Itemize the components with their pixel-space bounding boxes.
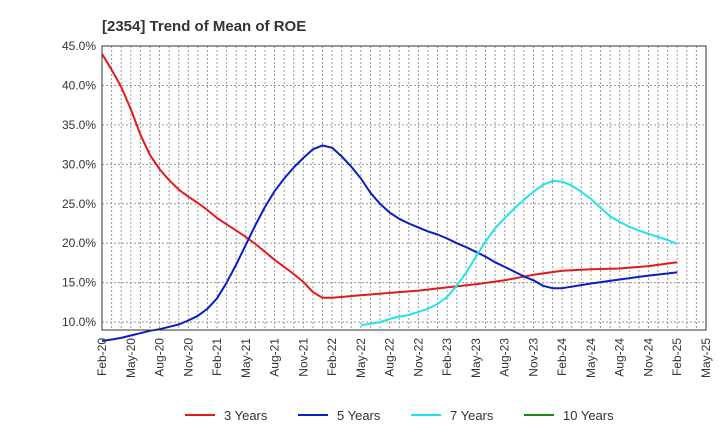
series-line-5-years bbox=[101, 144, 678, 342]
legend-label: 10 Years bbox=[563, 408, 614, 423]
x-tick-label: Feb-22 bbox=[325, 338, 339, 376]
x-tick-label: May-24 bbox=[584, 338, 598, 378]
x-tick-label: May-20 bbox=[124, 338, 138, 378]
series-lines bbox=[101, 53, 678, 342]
chart-title: [2354] Trend of Mean of ROE bbox=[102, 18, 306, 35]
x-tick-label: Feb-23 bbox=[440, 338, 454, 376]
y-tick-label: 30.0% bbox=[62, 157, 96, 171]
y-tick-label: 25.0% bbox=[62, 197, 96, 211]
x-tick-label: Feb-20 bbox=[95, 338, 109, 376]
x-tick-label: Aug-21 bbox=[268, 338, 282, 377]
y-tick-label: 10.0% bbox=[62, 315, 96, 329]
x-tick-label: Aug-22 bbox=[383, 338, 397, 377]
legend-label: 7 Years bbox=[450, 408, 494, 423]
x-tick-label: Aug-23 bbox=[498, 338, 512, 377]
x-tick-label: Nov-20 bbox=[181, 338, 195, 377]
x-tick-label: Nov-21 bbox=[296, 338, 310, 377]
x-tick-label: Feb-24 bbox=[555, 338, 569, 376]
y-tick-label: 20.0% bbox=[62, 236, 96, 250]
y-tick-label: 35.0% bbox=[62, 118, 96, 132]
x-tick-label: Aug-24 bbox=[613, 338, 627, 377]
x-tick-label: May-25 bbox=[699, 338, 713, 378]
y-tick-label: 45.0% bbox=[62, 39, 96, 53]
series-line-7-years bbox=[360, 179, 678, 327]
legend: 3 Years 5 Years 7 Years 10 Years bbox=[185, 408, 614, 423]
grid bbox=[102, 45, 707, 330]
x-tick-label: May-22 bbox=[354, 338, 368, 378]
x-tick-label: Aug-20 bbox=[153, 338, 167, 377]
x-tick-label: May-21 bbox=[239, 338, 253, 378]
y-tick-label: 15.0% bbox=[62, 276, 96, 290]
series-line-3-years bbox=[101, 53, 678, 299]
x-tick-label: Feb-21 bbox=[210, 338, 224, 376]
x-tick-label: Nov-22 bbox=[411, 338, 425, 377]
x-tick-label: May-23 bbox=[469, 338, 483, 378]
x-tick-label: Nov-23 bbox=[526, 338, 540, 377]
legend-label: 5 Years bbox=[337, 408, 381, 423]
x-tick-label: Feb-25 bbox=[670, 338, 684, 376]
x-tick-label: Nov-24 bbox=[641, 338, 655, 377]
y-tick-label: 40.0% bbox=[62, 78, 96, 92]
plot-frame bbox=[101, 45, 707, 331]
legend-label: 3 Years bbox=[224, 408, 268, 423]
axes: 45.0% 40.0% 35.0% 30.0% 25.0% 20.0% 15.0% 10.0%… bbox=[62, 39, 713, 378]
